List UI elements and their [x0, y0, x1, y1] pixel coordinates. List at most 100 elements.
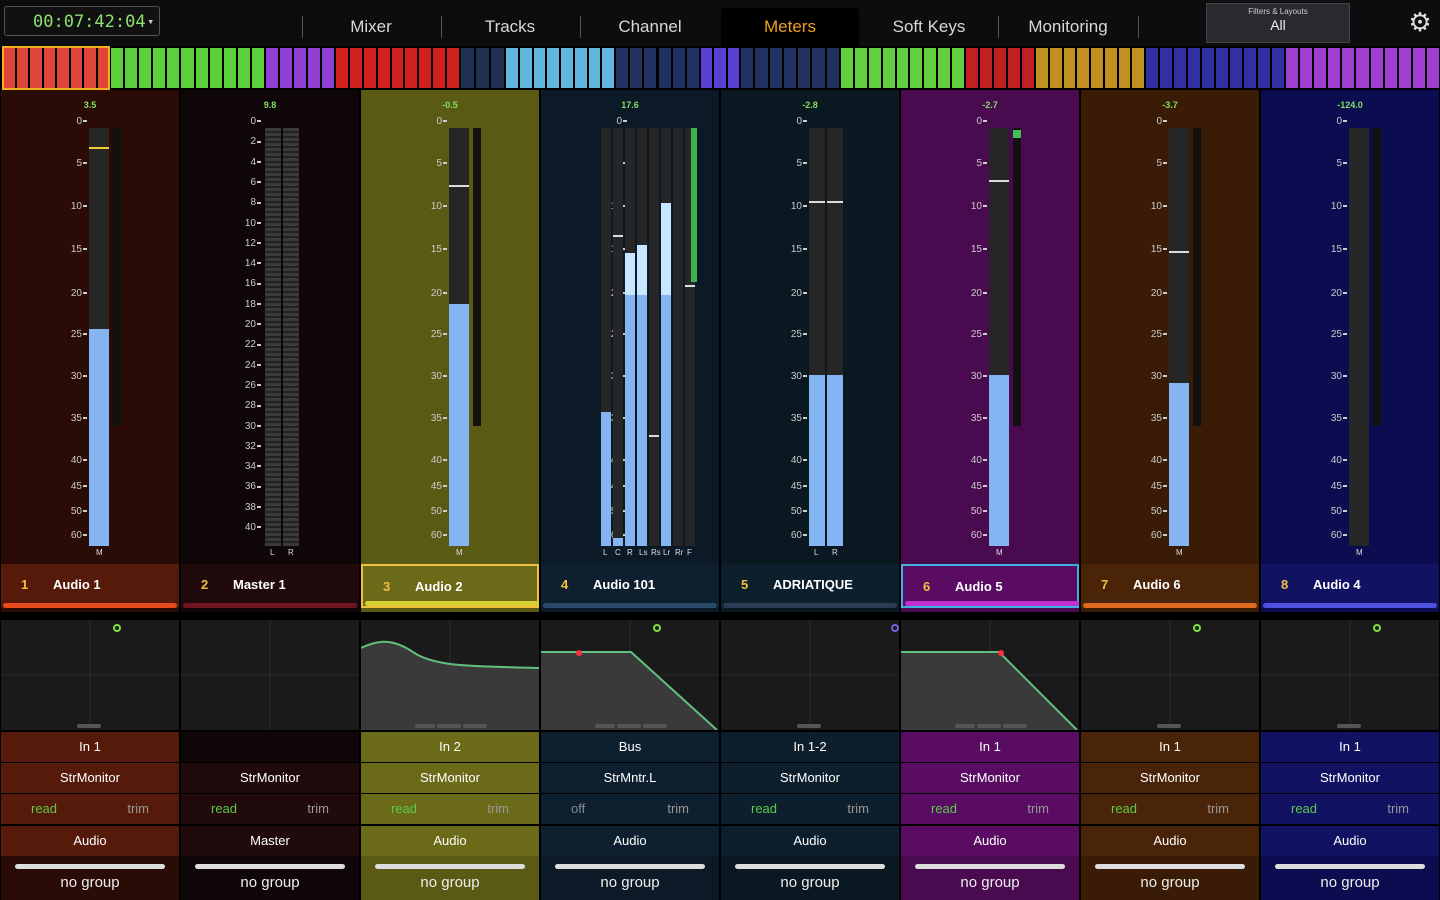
- group-selector[interactable]: no group: [1140, 874, 1200, 891]
- overview-track-block[interactable]: [812, 48, 825, 88]
- fader-handle[interactable]: [1275, 864, 1425, 869]
- overview-track-block[interactable]: [1160, 48, 1172, 88]
- overview-track-block[interactable]: [223, 48, 236, 88]
- tab-channel[interactable]: Channel: [618, 17, 682, 36]
- overview-track-block[interactable]: [433, 48, 446, 88]
- overview-track-block[interactable]: [209, 48, 222, 88]
- overview-track-block[interactable]: [602, 48, 614, 88]
- tab-monitoring[interactable]: Monitoring: [1028, 17, 1108, 36]
- overview-track-block[interactable]: [1384, 48, 1397, 88]
- overview-track-block[interactable]: [167, 48, 180, 88]
- trim-button[interactable]: trim: [847, 801, 869, 816]
- eq-enable-indicator[interactable]: [1373, 624, 1381, 632]
- overview-track-block[interactable]: [980, 48, 992, 88]
- overview-track-block[interactable]: [1146, 48, 1158, 88]
- overview-track-block[interactable]: [491, 48, 504, 88]
- fader-handle[interactable]: [375, 864, 525, 869]
- eq-enable-indicator[interactable]: [1193, 624, 1201, 632]
- group-selector[interactable]: no group: [1320, 874, 1380, 891]
- insert-slot[interactable]: StrMonitor: [181, 763, 359, 793]
- overview-track-block[interactable]: [755, 48, 768, 88]
- overview-track-block[interactable]: [237, 48, 250, 88]
- insert-slot[interactable]: StrMonitor: [1081, 763, 1259, 793]
- eq-band-handle[interactable]: [998, 650, 1004, 656]
- overview-track-block[interactable]: [97, 48, 109, 88]
- insert-slot[interactable]: StrMonitor: [1261, 763, 1439, 793]
- overview-track-block[interactable]: [1036, 48, 1048, 88]
- input-selector[interactable]: In 1: [901, 732, 1079, 762]
- overview-track-block[interactable]: [1104, 48, 1117, 88]
- overview-track-block[interactable]: [841, 48, 853, 88]
- fader-handle[interactable]: [735, 864, 885, 869]
- overview-track-block[interactable]: [1132, 48, 1144, 88]
- input-selector[interactable]: In 2: [361, 732, 539, 762]
- eq-curve-display[interactable]: [1, 620, 179, 730]
- overview-track-block[interactable]: [43, 48, 55, 88]
- overview-track-block[interactable]: [336, 48, 348, 88]
- group-selector[interactable]: no group: [420, 874, 480, 891]
- overview-track-block[interactable]: [1230, 48, 1242, 88]
- overview-track-block[interactable]: [461, 48, 474, 88]
- overview-track-block[interactable]: [1314, 48, 1327, 88]
- overview-track-block[interactable]: [868, 48, 881, 88]
- track-name-button[interactable]: 8 Audio 4: [1261, 564, 1439, 608]
- timecode-display[interactable]: 00:07:42:04 ▾: [4, 6, 160, 36]
- overview-track-block[interactable]: [506, 48, 518, 88]
- track-name-button[interactable]: 6 Audio 5: [901, 564, 1079, 608]
- trim-button[interactable]: trim: [1027, 801, 1049, 816]
- eq-enable-indicator[interactable]: [653, 624, 661, 632]
- overview-track-block[interactable]: [966, 48, 978, 88]
- overview-track-block[interactable]: [16, 48, 28, 88]
- overview-track-block[interactable]: [308, 48, 320, 88]
- overview-track-block[interactable]: [1244, 48, 1256, 88]
- insert-slot[interactable]: StrMntr.L: [541, 763, 719, 793]
- overview-track-block[interactable]: [1426, 48, 1439, 88]
- tab-tracks[interactable]: Tracks: [484, 17, 536, 36]
- input-selector[interactable]: In 1: [1, 732, 179, 762]
- overview-track-block[interactable]: [1398, 48, 1411, 88]
- automation-mode-button[interactable]: read: [211, 801, 238, 816]
- automation-mode-button[interactable]: read: [31, 801, 58, 816]
- automation-mode-button[interactable]: read: [931, 801, 958, 816]
- overview-track-block[interactable]: [519, 48, 532, 88]
- overview-track-block[interactable]: [3, 48, 15, 88]
- eq-band-handle[interactable]: [576, 650, 582, 656]
- overview-track-block[interactable]: [1049, 48, 1062, 88]
- overview-track-block[interactable]: [1188, 48, 1200, 88]
- overview-track-block[interactable]: [349, 48, 362, 88]
- track-name-button[interactable]: 2 Master 1: [181, 564, 359, 608]
- fader-handle[interactable]: [15, 864, 165, 869]
- overview-track-block[interactable]: [195, 48, 208, 88]
- input-selector[interactable]: In 1: [1261, 732, 1439, 762]
- tab-soft-keys[interactable]: Soft Keys: [892, 17, 966, 36]
- overview-track-block[interactable]: [644, 48, 657, 88]
- overview-track-block[interactable]: [533, 48, 546, 88]
- track-overview-bar[interactable]: [0, 46, 1440, 90]
- overview-track-block[interactable]: [419, 48, 432, 88]
- overview-track-block[interactable]: [1272, 48, 1284, 88]
- overview-track-block[interactable]: [1077, 48, 1089, 88]
- track-name-button[interactable]: 1 Audio 1: [1, 564, 179, 608]
- overview-track-block[interactable]: [1286, 48, 1299, 88]
- trim-button[interactable]: trim: [667, 801, 689, 816]
- overview-track-block[interactable]: [266, 48, 278, 88]
- overview-track-block[interactable]: [952, 48, 964, 88]
- filters-layouts-button[interactable]: Filters & Layouts All: [1206, 3, 1350, 43]
- overview-track-block[interactable]: [57, 48, 69, 88]
- track-name-button[interactable]: 4 Audio 101: [541, 564, 719, 608]
- overview-track-block[interactable]: [1202, 48, 1214, 88]
- overview-track-block[interactable]: [111, 48, 124, 88]
- insert-slot[interactable]: StrMonitor: [721, 763, 899, 793]
- overview-track-block[interactable]: [896, 48, 909, 88]
- overview-track-block[interactable]: [672, 48, 685, 88]
- automation-mode-button[interactable]: read: [751, 801, 778, 816]
- automation-mode-button[interactable]: off: [571, 801, 586, 816]
- overview-track-block[interactable]: [30, 48, 42, 88]
- input-selector[interactable]: [181, 732, 359, 762]
- overview-track-block[interactable]: [561, 48, 573, 88]
- track-name-button[interactable]: 7 Audio 6: [1081, 564, 1259, 608]
- overview-track-block[interactable]: [476, 48, 489, 88]
- overview-track-block[interactable]: [1022, 48, 1034, 88]
- group-selector[interactable]: no group: [960, 874, 1020, 891]
- gear-icon[interactable]: ⚙: [1408, 7, 1432, 37]
